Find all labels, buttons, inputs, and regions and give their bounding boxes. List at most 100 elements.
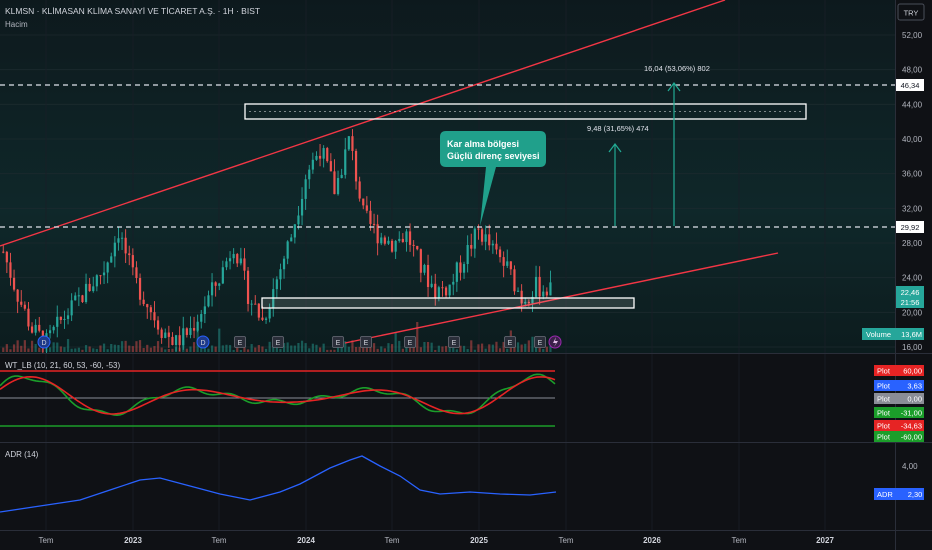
candle-body [380,237,383,244]
candle-body [452,281,455,285]
volume-bar [221,345,224,352]
volume-bar [203,344,206,352]
wt-badge-background [874,380,924,391]
volume-bar [293,345,296,352]
candle-body [318,155,322,159]
volume-bar [30,340,34,352]
candle-body [358,181,361,199]
candle-body [293,224,296,238]
time-tick-label: 2027 [816,536,834,545]
earnings-icon [272,336,284,348]
volume-bar [66,339,70,352]
event-marker: D [196,335,210,349]
candle-body [297,215,300,225]
price-tick-label: 48,00 [902,66,923,75]
measure-arrow-small[interactable] [608,143,622,226]
candle-body [236,254,239,264]
candle-body [394,240,397,252]
candle-body [466,244,469,265]
volume-bar [113,344,116,352]
resistance-box[interactable] [244,103,807,120]
volume-bar [70,348,73,352]
volume-bar [329,349,332,352]
candle-body [333,171,336,195]
volume-bar [387,343,390,352]
volume-bar [380,346,383,352]
candle-body [81,295,84,303]
volume-bar [473,349,476,352]
time-axis[interactable]: Tem 2023 Tem 2024 Tem 2025 Tem 2026 Tem 2027 [38,536,834,545]
badge-volume: Volume 13,6M [862,328,924,340]
event-marker: E [332,336,344,348]
event-marker-label: D [41,340,46,347]
volume-bar [185,348,188,352]
candle-body [477,228,480,230]
candle-body [113,242,116,257]
candle-body [311,159,314,170]
candle-body [228,258,232,262]
volume-bar [27,348,30,352]
upper-channel-line[interactable] [0,0,726,247]
volume-bar [506,348,509,352]
candle-body [362,198,365,206]
chart-title: KLMSN · KLİMASAN KLİMA SANAYİ VE TİCARET… [5,6,260,16]
price-axis[interactable]: 52,00 48,00 44,00 40,00 36,00 32,00 28,00 24,00… [902,31,923,352]
candle-body [506,261,509,266]
candle-body [401,238,404,243]
time-tick-label: Tem [38,536,53,545]
badge-last-price: 22,46 21:56 [896,286,924,308]
volume-bar [102,343,106,352]
volume-bar [81,349,84,352]
candle-body [448,284,451,296]
time-tick-label: Tem [731,536,746,545]
event-marker: E [272,336,284,348]
candle-body [326,148,329,162]
volume-bar [365,346,368,352]
measure-arrow-large[interactable] [667,82,681,226]
candle-body [52,326,55,331]
volume-bar [189,346,192,352]
candle-body [369,210,372,224]
volume-bar [394,332,397,352]
candle-body [470,244,473,249]
volume-bar [470,340,473,352]
candle-body [254,303,257,305]
wt-badge-value: -31,00 [901,409,922,418]
candle-body [232,254,235,259]
volume-bar [117,345,120,352]
candle-body [5,251,8,263]
currency-button[interactable]: TRY [897,3,925,21]
event-marker: E [504,336,516,348]
support-box[interactable] [261,297,635,309]
earnings-icon [360,336,372,348]
volume-bar [239,349,242,352]
candle-body [462,264,466,273]
volume-bar [322,343,325,352]
candle-body [250,303,253,305]
candle-body [167,332,170,337]
candle-body [9,262,12,278]
candle-body [527,301,530,304]
wt-badge-background [874,431,924,442]
candle-body [398,238,401,241]
candle-body [153,312,156,321]
candle-body [164,332,167,338]
candle-body [351,136,354,151]
candle-body [12,277,16,290]
wt-badge: Plot 0,00 [874,393,924,404]
event-marker: E [534,336,546,348]
volume-bar [279,348,282,352]
callout-annotation[interactable]: Kar alma bölgesi Güçlü direnç seviyesi [440,131,546,226]
wt-badge-label: Plot [877,433,891,442]
candle-body [34,324,37,333]
candle-body [221,267,224,284]
volume-bar [372,343,376,352]
badge-adr: ADR 2,30 [874,488,924,500]
volume-bar [376,348,379,352]
earnings-icon [234,336,246,348]
earnings-icon [332,336,344,348]
candle-body [502,257,505,266]
badge-high: 46,34 [896,79,924,91]
